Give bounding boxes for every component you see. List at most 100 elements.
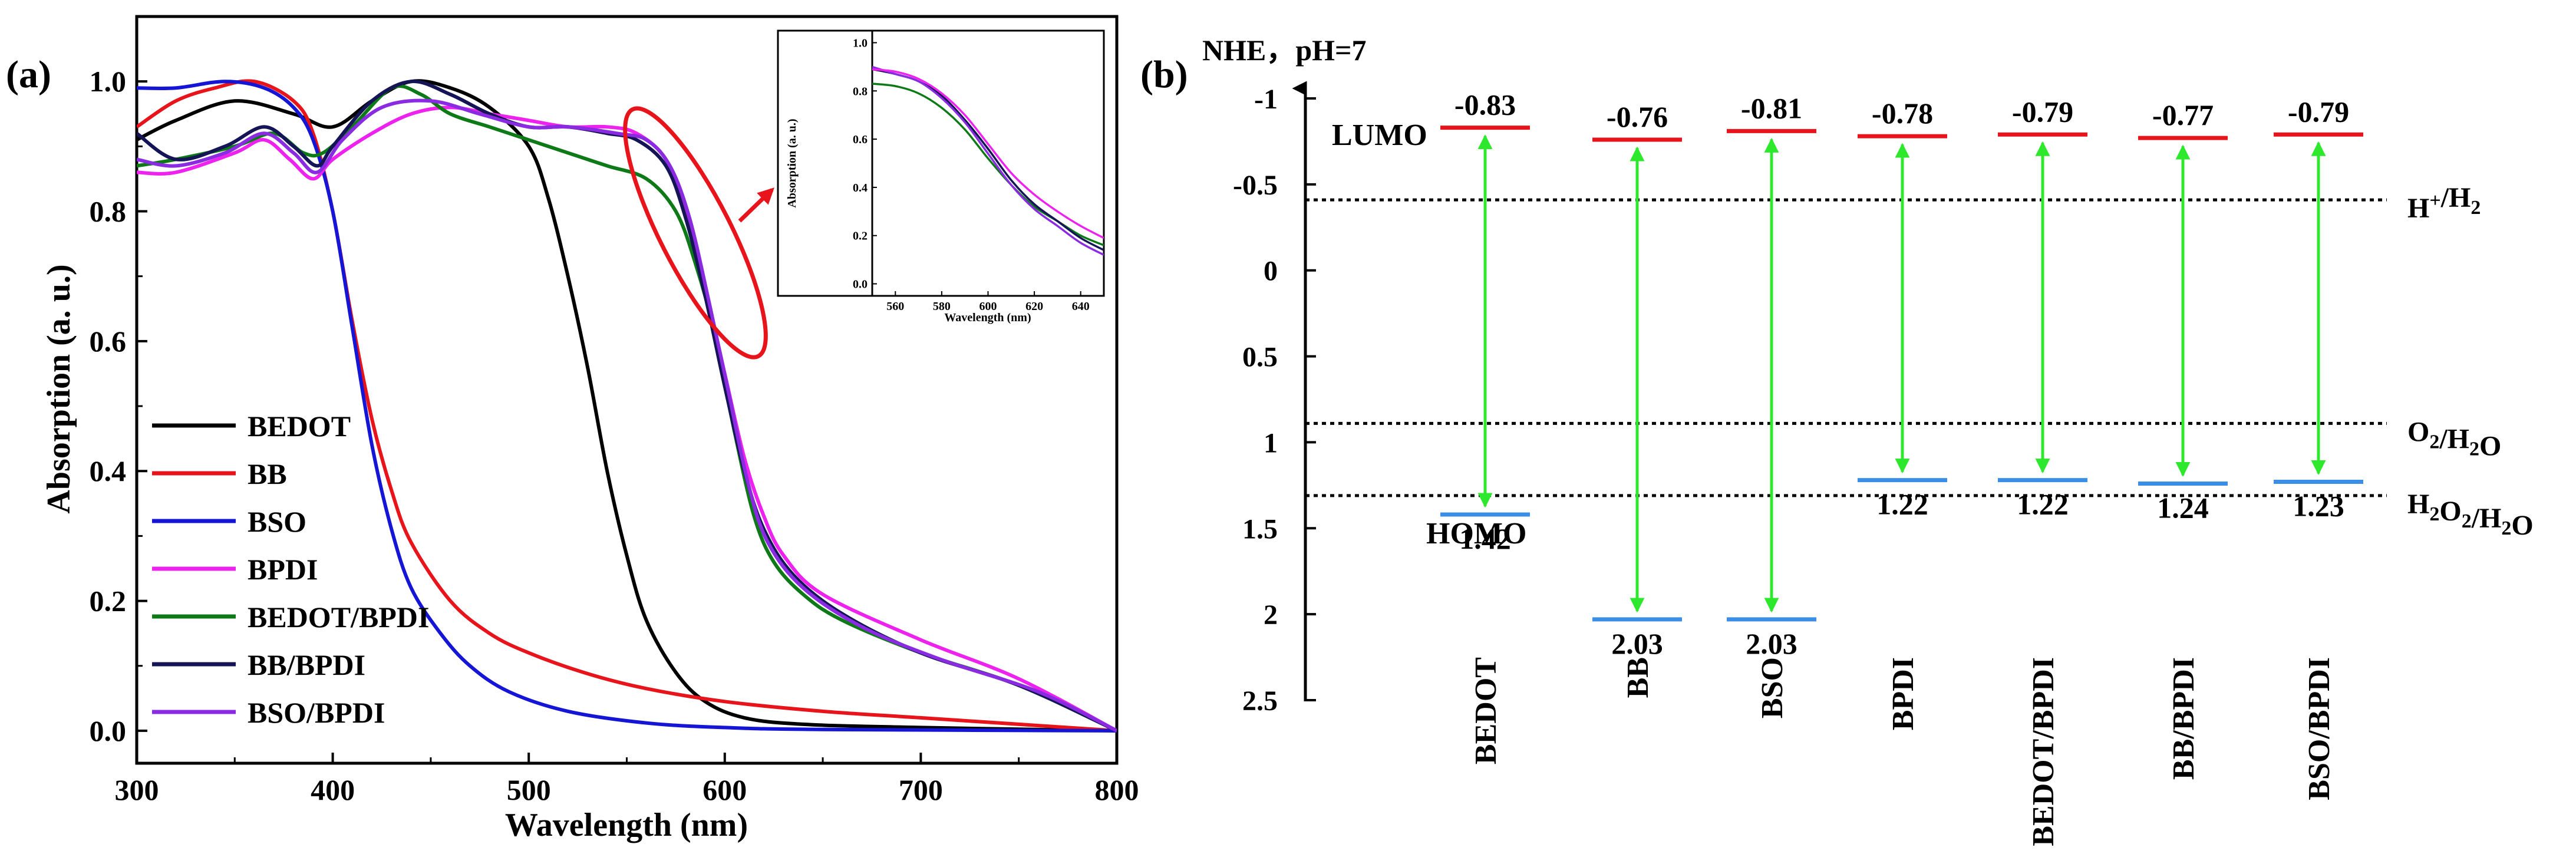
lumo-value: -0.77 (2152, 98, 2214, 131)
y-axis-label: Absorption (a. u.) (41, 264, 77, 513)
material-name: BB/BPDI (2167, 657, 2201, 780)
legend-label: BSO/BPDI (248, 696, 385, 729)
inset-frame (777, 29, 1105, 297)
series-lines (137, 79, 1117, 733)
legend-label: BPDI (248, 553, 318, 586)
x-tick-label: 700 (899, 773, 943, 806)
reference-lines: H+/H2 O2/H2O H2O2/H2O (1305, 182, 2534, 541)
legend-label: BB/BPDI (248, 648, 365, 681)
panel-b: (b) NHE，pH=7 -1 -0.5 0 0.5 1 1.5 2 2.5 H+/H2 O2/… (1140, 34, 2534, 846)
b-y-tick-label: 0 (1264, 256, 1278, 287)
x-tick-label: 500 (507, 773, 551, 806)
legend-label: BEDOT/BPDI (248, 601, 429, 634)
inset-x-ticks: 560 580 600 620 640 (886, 291, 1090, 313)
inset-line-bpdi (872, 68, 1104, 239)
panel-a: (a) 300 400 500 600 700 800 0.0 0.2 0.4 0.6 0.8 1.… (6, 15, 1139, 843)
material-bb-bpdi: -0.77 1.24 BB/BPDI (2138, 98, 2228, 780)
legend-label: BSO (248, 505, 306, 538)
homo-label: HOMO (1426, 517, 1526, 550)
inset-y-tick-label: 0.0 (853, 278, 868, 291)
inset-x-tick-label: 560 (886, 300, 904, 313)
y-tick-label: 0.2 (90, 585, 127, 618)
series-line-bedot-bpdi (137, 84, 1117, 733)
b-y-tick-label: -0.5 (1233, 170, 1278, 201)
inset-line-bso-bpdi (872, 65, 1104, 256)
material-name: BB (1621, 657, 1655, 698)
lumo-value: -0.79 (2012, 95, 2073, 128)
lumo-value: -0.78 (1872, 97, 1933, 130)
series-line-bso-bpdi (137, 98, 1117, 733)
lumo-value: -0.79 (2288, 95, 2349, 128)
inset-x-tick-label: 580 (933, 300, 951, 313)
homo-value: 1.42 (1459, 522, 1511, 555)
panel-b-label: (b) (1140, 53, 1188, 96)
x-axis-ticks: 300 400 500 600 700 800 (115, 753, 1139, 806)
material-name: BSO (1756, 657, 1789, 718)
x-axis-label: Wavelength (nm) (505, 807, 748, 843)
inset-x-tick-label: 600 (979, 300, 997, 313)
inset-y-tick-label: 0.8 (853, 85, 868, 98)
material-bedot: -0.83 1.42 BEDOT (1440, 88, 1530, 764)
b-y-tick-label: 2 (1264, 599, 1278, 631)
inset-y-ticks: 0.0 0.2 0.4 0.6 0.8 1.0 (853, 37, 877, 291)
material-bpdi: -0.78 1.22 BPDI (1858, 97, 1947, 730)
inset-y-label: Absorption (a. u.) (786, 118, 799, 207)
b-y-tick-label: 1.5 (1242, 513, 1278, 545)
y-tick-label: 0.8 (90, 195, 127, 228)
highlight-ellipse (623, 106, 768, 360)
y-tick-label: 0.0 (90, 714, 127, 747)
legend-label: BB (248, 457, 287, 490)
y-tick-label: 1.0 (90, 65, 127, 98)
lumo-label: LUMO (1332, 118, 1427, 152)
panel-a-label: (a) (6, 53, 51, 96)
homo-value: 1.22 (1876, 488, 1928, 521)
y-tick-label: 0.6 (90, 325, 127, 358)
x-tick-label: 600 (702, 773, 747, 806)
reference-label: O2/H2O (2407, 416, 2501, 461)
x-tick-label: 300 (115, 773, 159, 806)
lumo-value: -0.83 (1454, 88, 1516, 121)
legend: BEDOT BB BSO BPDI BEDOT/BPDI BB/BPDI BSO/BPDI (152, 410, 429, 729)
inset-y-tick-label: 0.2 (853, 230, 868, 243)
inset-y-tick-label: 0.4 (853, 182, 868, 194)
material-name: BPDI (1886, 657, 1920, 730)
inset-x-tick-label: 640 (1072, 300, 1090, 313)
b-y-axis-ticks: -1 -0.5 0 0.5 1 1.5 2 2.5 (1233, 84, 1316, 717)
b-y-tick-label: 1 (1264, 427, 1278, 459)
material-bso-bpdi: -0.79 1.23 BSO/BPDI (2274, 95, 2363, 800)
inset-series-lines (872, 65, 1104, 256)
y-axis-ticks: 0.0 0.2 0.4 0.6 0.8 1.0 (90, 15, 147, 747)
material-name: BEDOT/BPDI (2027, 657, 2060, 846)
b-y-tick-label: 0.5 (1242, 342, 1278, 373)
legend-label: BEDOT (248, 410, 351, 443)
x-tick-label: 400 (311, 773, 355, 806)
homo-value: 2.03 (1611, 627, 1663, 660)
lumo-value: -0.76 (1607, 100, 1668, 133)
material-name: BEDOT (1469, 657, 1503, 764)
homo-value: 1.23 (2293, 490, 2344, 523)
homo-value: 1.22 (2017, 488, 2069, 521)
reference-label: H2O2/H2O (2407, 489, 2534, 541)
material-bedot-bpdi: -0.79 1.22 BEDOT/BPDI (1998, 95, 2087, 846)
b-y-tick-label: -1 (1254, 84, 1278, 115)
homo-value: 1.24 (2157, 491, 2209, 524)
x-tick-label: 800 (1095, 773, 1139, 806)
reference-label: H+/H2 (2407, 182, 2481, 224)
series-line-bpdi (137, 105, 1117, 733)
series-line-bedot (137, 79, 1117, 733)
inset-plot: 560 580 600 620 640 0.0 0.2 0.4 0.6 0.8 1.0 Wavel… (777, 29, 1105, 324)
inset-y-tick-label: 1.0 (853, 37, 868, 50)
series-line-bso (137, 80, 1117, 733)
b-axis-title: NHE，pH=7 (1202, 34, 1367, 67)
inset-y-tick-label: 0.6 (853, 133, 868, 146)
inset-x-tick-label: 620 (1025, 300, 1043, 313)
series-line-bb-bpdi (137, 80, 1117, 733)
b-y-tick-label: 2.5 (1242, 685, 1278, 717)
inset-x-label: Wavelength (nm) (944, 311, 1031, 324)
series-line-bb (137, 79, 1117, 733)
highlight-arrow (738, 187, 775, 223)
